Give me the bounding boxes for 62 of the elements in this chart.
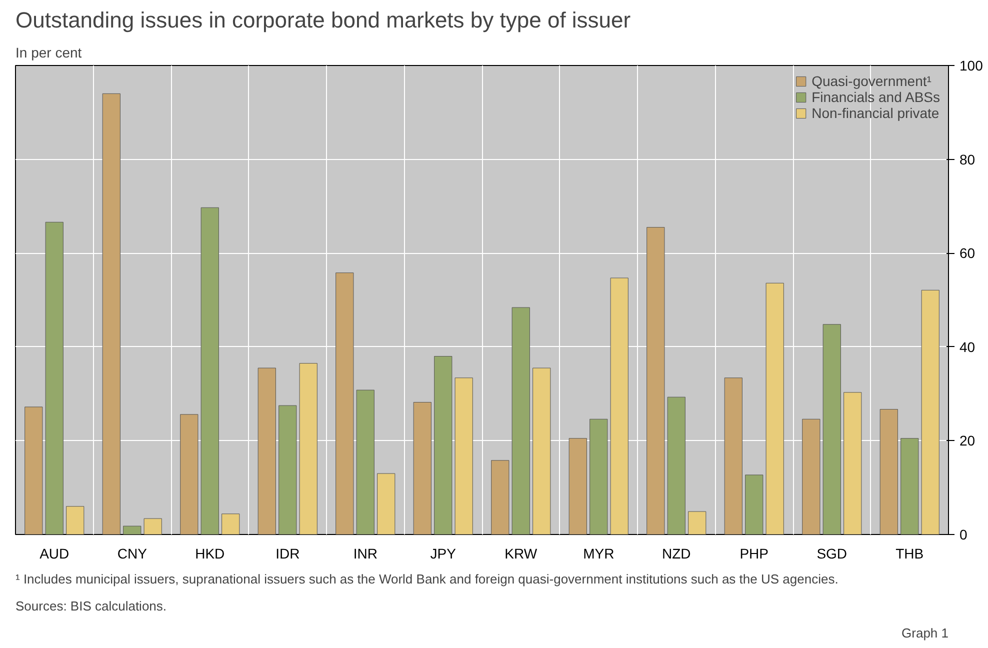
bar [454, 378, 473, 534]
bar [413, 402, 432, 534]
x-tick-label: IDR [276, 546, 300, 562]
x-tick-label: JPY [430, 546, 457, 562]
bar [200, 207, 219, 534]
x-tick-label: CNY [117, 546, 148, 562]
y-tick-label: 0 [960, 526, 968, 542]
x-tick-label: SGD [816, 546, 848, 562]
bar [336, 272, 354, 534]
bar [590, 418, 608, 534]
bar [610, 278, 628, 534]
bar [278, 405, 297, 534]
x-tick-label: INR [353, 546, 378, 562]
bar [900, 438, 919, 534]
bar [802, 418, 820, 534]
legend-label: Non-financial private [812, 105, 940, 121]
bar [766, 282, 784, 534]
bar [180, 414, 198, 534]
legend-label: Financials and ABSs [812, 89, 940, 105]
bar [144, 518, 162, 534]
y-tick-label: 40 [960, 338, 976, 355]
x-tick-label: AUD [40, 546, 70, 562]
bar [512, 307, 530, 534]
y-tick-label: 20 [960, 432, 976, 449]
x-tick-label: KRW [504, 546, 538, 562]
text: ¹ Includes municipal issuers, supranational issuers such as the World Bank and foreign quasi-government institutions such as the US agencies. [16, 572, 838, 586]
bar [844, 392, 862, 534]
bar [222, 514, 240, 534]
bar [745, 474, 764, 534]
bar [123, 526, 142, 534]
bar [921, 290, 940, 534]
bar [102, 93, 120, 534]
caption: Graph 1 [902, 626, 949, 640]
chart-title: Outstanding issues in corporate bond markets by type of issuer [16, 8, 631, 32]
legend-label: Quasi-government¹ [812, 73, 932, 89]
x-tick-label: THB [896, 546, 924, 562]
bar [66, 506, 84, 534]
y-tick-label: 100 [960, 58, 984, 74]
bar [688, 511, 706, 534]
bar [434, 356, 452, 534]
bar [667, 396, 686, 534]
bar [258, 368, 276, 534]
y-tick-label: 80 [960, 151, 976, 168]
bar [880, 409, 898, 534]
bar [822, 324, 841, 534]
bar [45, 222, 64, 534]
x-tick-label: HKD [195, 546, 225, 562]
x-tick-label: NZD [662, 546, 691, 562]
bar [299, 363, 318, 534]
chart-subtitle: In per cent [16, 44, 82, 60]
bar [724, 378, 742, 534]
bar [356, 390, 374, 534]
bar [377, 473, 396, 534]
source-note: Sources: BIS calculations. [16, 598, 167, 614]
bar [532, 368, 551, 534]
bar [646, 227, 665, 534]
y-tick-label: 60 [960, 245, 976, 262]
bar [24, 406, 43, 534]
x-tick-label: MYR [583, 546, 614, 562]
x-tick-label: PHP [740, 546, 769, 562]
bar [568, 438, 587, 534]
bar [491, 460, 510, 534]
